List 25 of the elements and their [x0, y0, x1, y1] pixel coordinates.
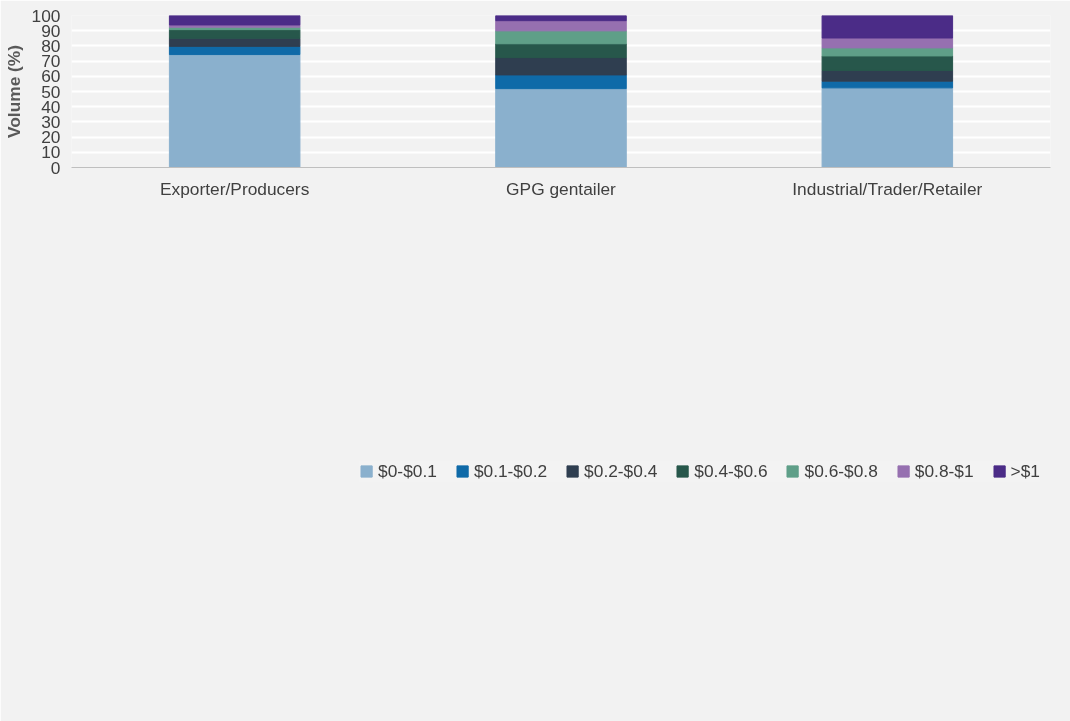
bar — [821, 15, 954, 39]
legend-label: $0.1-$0.2 — [473, 460, 548, 482]
bar — [821, 37, 954, 49]
x-tick-label: GPG gentailer — [506, 178, 617, 199]
bar — [168, 15, 301, 26]
bar — [821, 69, 954, 82]
legend-label: $0.4-$0.6 — [694, 460, 768, 482]
legend-label: >$1 — [1010, 460, 1040, 482]
bar — [168, 54, 301, 168]
bar — [495, 88, 627, 168]
bar — [495, 43, 627, 59]
bar — [821, 55, 954, 71]
y-tick-label: 100 — [31, 5, 61, 26]
legend-label: $0.6-$0.8 — [804, 460, 878, 482]
bar — [495, 20, 627, 32]
x-tick-label: Industrial/Trader/Retailer — [792, 178, 983, 199]
legend-label: $0.8-$1 — [914, 460, 974, 482]
bar — [168, 29, 301, 39]
legend-label: $0.2-$0.4 — [584, 460, 658, 482]
bar — [821, 80, 954, 89]
bar — [495, 57, 627, 76]
y-axis-title: Volume (%) — [3, 44, 24, 139]
x-tick-label: Exporter/Producers — [160, 178, 310, 199]
legend-label: $0-$0.1 — [378, 460, 437, 482]
bar — [821, 87, 954, 168]
